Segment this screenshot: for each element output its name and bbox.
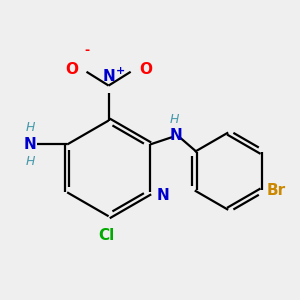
Text: O: O — [65, 61, 78, 76]
Text: N: N — [169, 128, 182, 143]
Text: H: H — [169, 113, 178, 126]
Text: O: O — [139, 61, 152, 76]
Text: H: H — [26, 122, 35, 134]
Text: +: + — [116, 66, 125, 76]
Text: Br: Br — [266, 183, 285, 198]
Text: H: H — [26, 154, 35, 168]
Text: -: - — [85, 44, 90, 57]
Text: N: N — [157, 188, 169, 202]
Text: N: N — [102, 69, 115, 84]
Text: Cl: Cl — [99, 228, 115, 243]
Text: N: N — [24, 137, 37, 152]
